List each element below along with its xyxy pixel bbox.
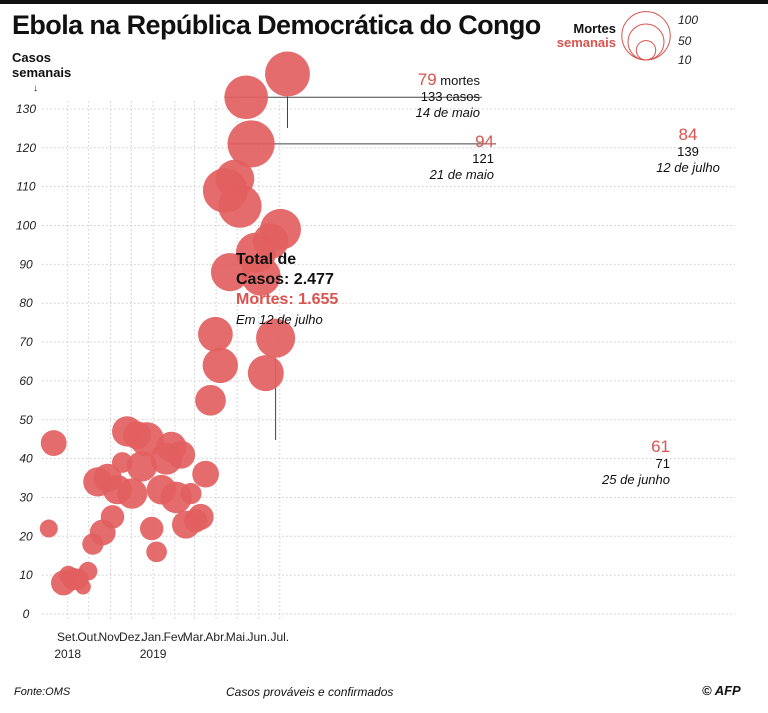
annotation-may-14: 79 mortes 133 casos 14 de maio (408, 70, 480, 121)
y-tick-label: 130 (16, 102, 36, 116)
y-axis-label: Casos semanais (12, 50, 71, 80)
x-tick-label: Fev. (164, 630, 186, 644)
x-tick-label: Set. (57, 630, 78, 644)
data-note: Casos prováveis e confirmados (226, 685, 394, 699)
x-tick-label: Jan. (142, 630, 165, 644)
annotation-jun-25-deaths: 61 (651, 437, 670, 456)
size-legend-circle (635, 40, 657, 61)
annotation-jul-12-cases: 139 (677, 144, 699, 159)
y-tick-label: 40 (19, 452, 33, 466)
annotation-may-14-date: 14 de maio (415, 105, 480, 120)
data-bubble (139, 516, 164, 541)
data-bubble (241, 256, 281, 296)
data-bubble (75, 579, 91, 595)
size-legend-label: 10 (678, 53, 692, 67)
y-axis-arrow-icon: ↓ (33, 83, 38, 94)
afp-logo: © AFP (702, 683, 741, 698)
y-tick-label: 80 (19, 296, 33, 310)
x-tick-year-label: 2018 (54, 647, 81, 661)
x-tick-label: Mai. (226, 630, 249, 644)
data-bubble (192, 460, 219, 488)
data-bubble (260, 208, 301, 250)
annotation-may-21-deaths: 94 (475, 132, 494, 151)
x-tick-label: Jul. (270, 630, 289, 644)
totals-box: Total de Casos: 2.477 Mortes: 1.655 Em 1… (236, 250, 338, 330)
totals-date: Em 12 de julho (236, 312, 323, 327)
annotation-may-14-cases: 133 casos (420, 89, 480, 104)
annotation-may-21: 94 121 21 de maio (418, 132, 494, 183)
data-bubble (40, 430, 67, 457)
annotation-may-14-deaths-word: mortes (436, 73, 480, 88)
annotation-jun-25: 61 71 25 de junho (590, 437, 670, 488)
y-axis-label-line-2: semanais (12, 65, 72, 80)
size-legend-circle (627, 23, 665, 61)
data-bubble (218, 184, 262, 228)
data-bubble (187, 503, 214, 530)
data-bubble (167, 440, 196, 469)
data-bubble (198, 316, 233, 352)
data-bubble (116, 478, 148, 509)
totals-cases: Casos: 2.477 (236, 271, 334, 288)
y-tick-label: 60 (19, 374, 33, 388)
y-axis-label-line-1: Casos (12, 50, 52, 65)
data-bubble (100, 505, 125, 529)
data-bubble (247, 355, 284, 392)
data-bubble (180, 482, 202, 505)
data-bubble (202, 347, 238, 384)
annotation-may-21-cases: 121 (472, 151, 494, 166)
x-tick-label: Jun. (247, 630, 270, 644)
x-tick-label: Mar. (183, 630, 206, 644)
data-bubble (146, 541, 167, 563)
data-bubble (195, 384, 226, 416)
x-tick-label: Abr. (205, 630, 226, 644)
annotation-jun-25-date: 25 de junho (602, 472, 670, 487)
x-tick-label: Nov. (99, 630, 123, 644)
y-tick-label: 120 (16, 141, 36, 155)
x-tick-label: Out. (77, 630, 100, 644)
data-bubble (224, 75, 269, 120)
y-tick-label: 110 (16, 180, 35, 194)
size-legend-label: 100 (678, 13, 698, 27)
y-tick-label: 0 (23, 607, 30, 621)
data-bubble (126, 451, 158, 482)
y-tick-label: 10 (19, 568, 33, 582)
annotation-may-14-deaths: 79 (417, 70, 437, 89)
y-tick-label: 90 (19, 257, 33, 271)
size-legend-title-line-1: Mortes (573, 21, 616, 36)
y-tick-label: 30 (19, 490, 33, 504)
annotation-may-21-date: 21 de maio (429, 167, 494, 182)
y-tick-label: 50 (19, 413, 33, 427)
y-tick-label: 70 (19, 335, 33, 349)
source-note: Fonte:OMS (14, 686, 71, 698)
annotation-jul-12-date: 12 de julho (656, 160, 720, 175)
totals-line-1: Total de (236, 251, 297, 268)
x-tick-label: Dez. (119, 630, 144, 644)
size-legend-title: Mortes semanais (552, 22, 616, 50)
top-rule (0, 0, 768, 4)
x-tick-year-label: 2019 (140, 647, 167, 661)
annotation-jul-12: 84 139 12 de julho (648, 125, 728, 176)
totals-deaths: Mortes: 1.655 (236, 291, 339, 308)
data-bubble (39, 519, 58, 538)
size-legend-label: 50 (678, 34, 692, 48)
size-legend-title-line-2: semanais (556, 35, 616, 50)
data-bubble (256, 318, 296, 358)
chart-title: Ebola na República Democrática do Congo (12, 10, 541, 40)
annotation-jul-12-deaths: 84 (678, 125, 698, 144)
data-bubble (227, 120, 275, 168)
data-bubble (265, 51, 310, 97)
data-bubble (78, 561, 98, 581)
y-tick-label: 20 (18, 529, 33, 543)
y-tick-label: 100 (16, 219, 36, 233)
annotation-jun-25-cases: 71 (655, 456, 670, 471)
